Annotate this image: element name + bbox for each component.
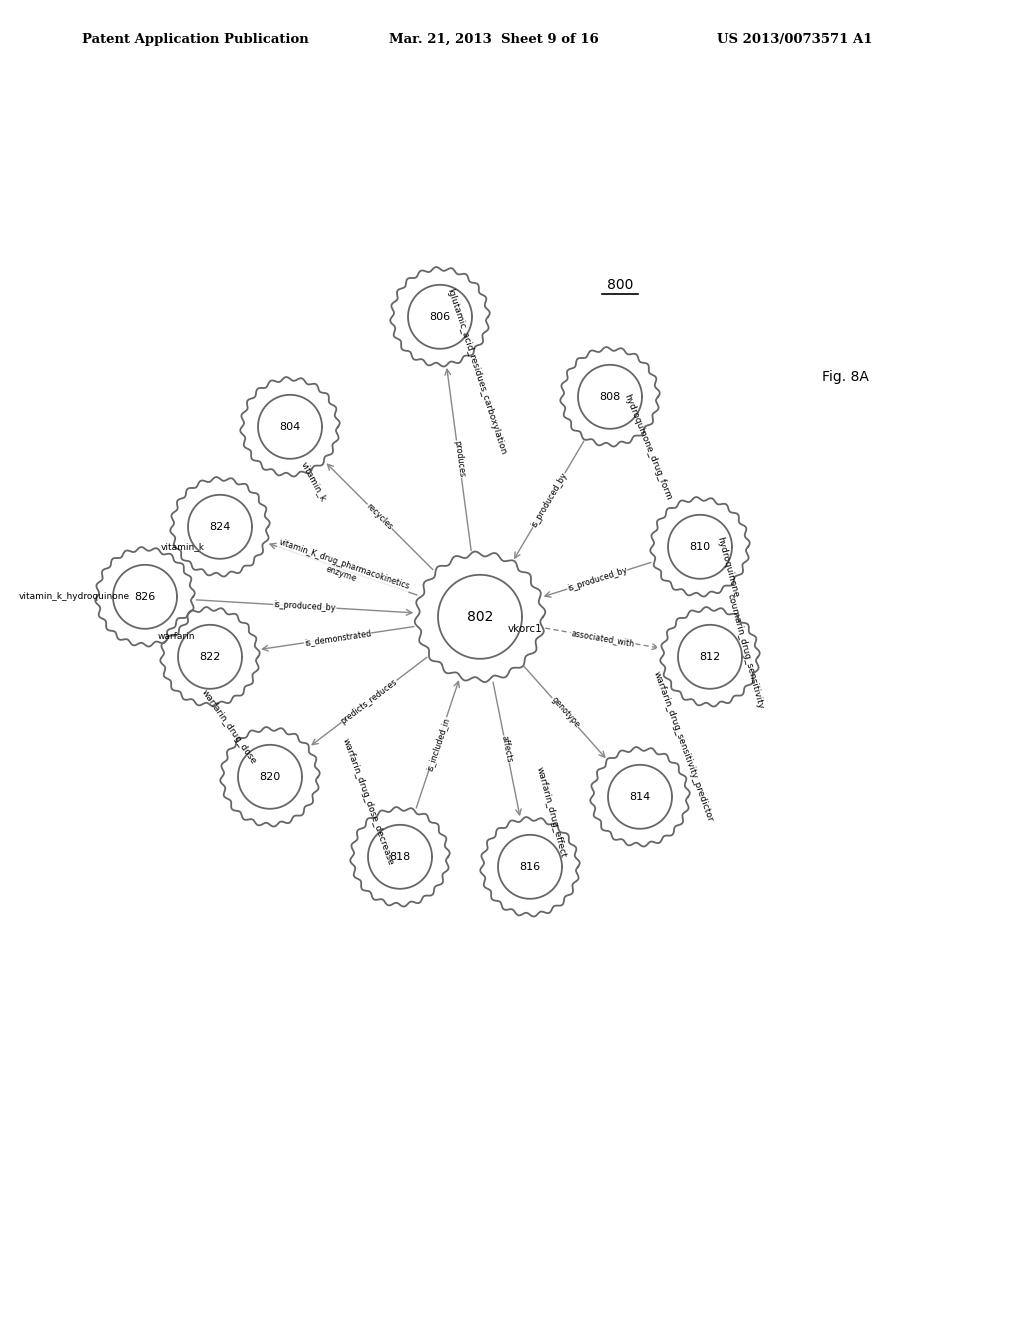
Text: warfarin_drug_sensitivity_predictor: warfarin_drug_sensitivity_predictor: [652, 671, 715, 824]
Polygon shape: [498, 834, 562, 899]
Polygon shape: [668, 515, 732, 578]
Text: vitamin_k_hydroquinone: vitamin_k_hydroquinone: [18, 593, 130, 602]
Text: is_produced_by: is_produced_by: [566, 566, 629, 593]
Text: warfarin_drug_dose: warfarin_drug_dose: [200, 688, 258, 766]
Text: produces: produces: [452, 441, 466, 478]
Text: associated_with: associated_with: [570, 628, 635, 648]
Text: vitamin_k: vitamin_k: [300, 461, 329, 503]
Text: hydroquinone_drug_form: hydroquinone_drug_form: [622, 392, 673, 502]
Text: 800: 800: [607, 277, 633, 292]
Text: Mar. 21, 2013  Sheet 9 of 16: Mar. 21, 2013 Sheet 9 of 16: [389, 33, 599, 46]
Polygon shape: [415, 552, 545, 682]
Text: 814: 814: [630, 792, 650, 801]
Text: is_produced_by: is_produced_by: [273, 601, 336, 612]
Text: warfarin: warfarin: [158, 632, 195, 642]
Text: predicts_reduces: predicts_reduces: [339, 677, 399, 726]
Polygon shape: [678, 624, 742, 689]
Polygon shape: [350, 807, 450, 907]
Polygon shape: [241, 378, 340, 477]
Text: 810: 810: [689, 541, 711, 552]
Text: 818: 818: [389, 851, 411, 862]
Text: warfarin_drug_effect: warfarin_drug_effect: [535, 766, 568, 858]
Text: vitamin_K_drug_pharmacokinetics
enzyme: vitamin_K_drug_pharmacokinetics enzyme: [274, 537, 412, 601]
Text: Fig. 8A: Fig. 8A: [821, 370, 868, 384]
Polygon shape: [608, 764, 672, 829]
Text: lglutamic_acid_residues_carboxylation: lglutamic_acid_residues_carboxylation: [445, 288, 508, 457]
Text: coumarin_drug_sensitivity: coumarin_drug_sensitivity: [725, 593, 765, 710]
Text: Patent Application Publication: Patent Application Publication: [82, 33, 308, 46]
Text: is_demonstrated: is_demonstrated: [303, 628, 372, 647]
Polygon shape: [258, 395, 322, 459]
Text: genotype: genotype: [549, 696, 581, 730]
Text: US 2013/0073571 A1: US 2013/0073571 A1: [717, 33, 872, 46]
Polygon shape: [238, 744, 302, 809]
Text: recycles: recycles: [365, 502, 394, 532]
Text: 824: 824: [209, 521, 230, 532]
Polygon shape: [660, 607, 760, 706]
Text: is_produced_by: is_produced_by: [529, 471, 568, 529]
Text: vitamin_k: vitamin_k: [161, 543, 205, 552]
Polygon shape: [438, 574, 522, 659]
Polygon shape: [368, 825, 432, 888]
Text: 820: 820: [259, 772, 281, 781]
Polygon shape: [178, 624, 242, 689]
Text: 804: 804: [280, 422, 301, 432]
Polygon shape: [650, 498, 750, 597]
Polygon shape: [578, 364, 642, 429]
Polygon shape: [188, 495, 252, 558]
Text: 806: 806: [429, 312, 451, 322]
Text: 802: 802: [467, 610, 494, 624]
Text: warfarin_drug_dose_decrease: warfarin_drug_dose_decrease: [340, 737, 395, 867]
Polygon shape: [220, 727, 319, 826]
Text: affects: affects: [500, 735, 514, 763]
Text: vkorc1: vkorc1: [508, 624, 543, 634]
Polygon shape: [160, 607, 260, 706]
Polygon shape: [408, 285, 472, 348]
Text: hydroquinone: hydroquinone: [715, 536, 740, 598]
Text: 812: 812: [699, 652, 721, 661]
Polygon shape: [390, 267, 489, 367]
Polygon shape: [113, 565, 177, 628]
Polygon shape: [560, 347, 659, 446]
Polygon shape: [590, 747, 690, 846]
Polygon shape: [480, 817, 580, 916]
Text: 822: 822: [200, 652, 221, 661]
Polygon shape: [95, 546, 195, 647]
Text: 816: 816: [519, 862, 541, 871]
Text: 826: 826: [134, 591, 156, 602]
Text: 808: 808: [599, 392, 621, 401]
Polygon shape: [170, 477, 269, 577]
Text: is_included_in: is_included_in: [425, 715, 451, 772]
